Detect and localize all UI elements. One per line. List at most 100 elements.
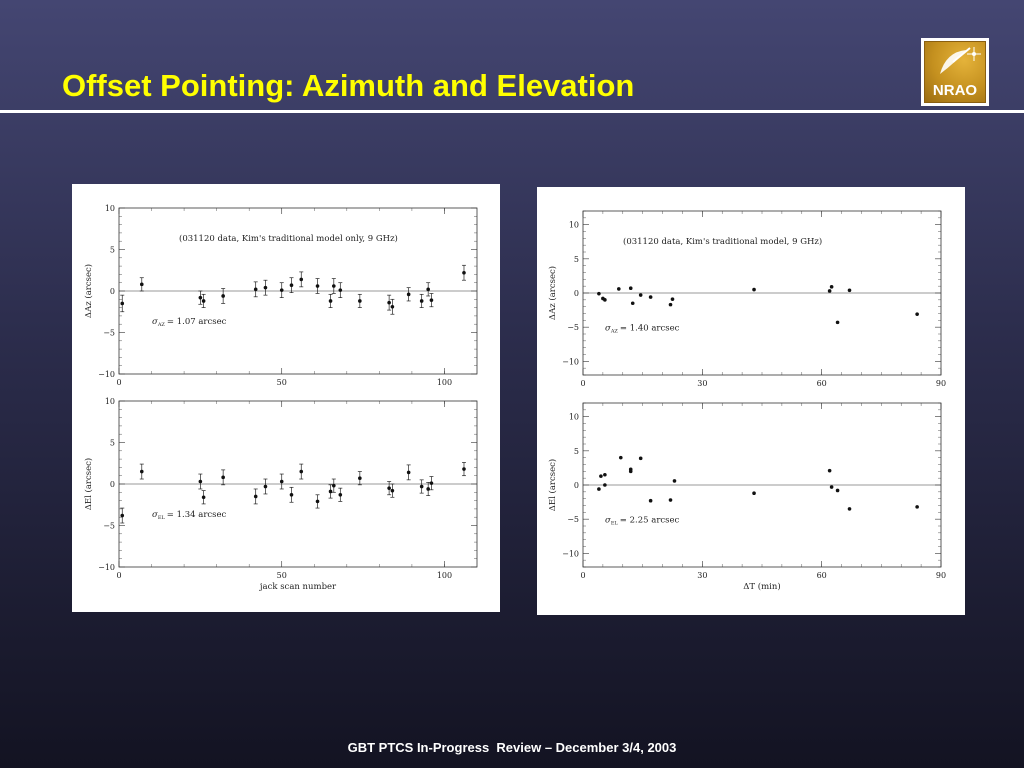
- data-point: [253, 287, 258, 292]
- data-point: [358, 299, 362, 303]
- logo-text: NRAO: [932, 82, 978, 99]
- data-point: [201, 495, 206, 500]
- y-tick-label: −10: [98, 370, 115, 379]
- data-point: [847, 507, 852, 511]
- x-tick-label: 100: [437, 571, 452, 580]
- data-point: [419, 484, 424, 489]
- x-tick-label: 30: [697, 571, 707, 580]
- x-tick-label: 100: [437, 378, 452, 387]
- y-tick-label: −10: [562, 357, 579, 366]
- y-tick-label: −5: [103, 329, 115, 338]
- y-tick-label: 5: [110, 439, 115, 448]
- data-point: [829, 285, 834, 289]
- data-point: [299, 469, 304, 474]
- data-point: [829, 485, 834, 489]
- y-axis-label: ΔEl (arcsec): [83, 458, 94, 510]
- slide-footer: GBT PTCS In-Progress Review – December 3…: [347, 740, 677, 755]
- data-point: [120, 301, 125, 306]
- plot-title: (031120 data, Kim's traditional model on…: [179, 233, 398, 244]
- y-tick-label: 0: [574, 289, 579, 298]
- data-point: [332, 483, 336, 488]
- logo-emblem: NRAO: [924, 41, 986, 103]
- y-tick-label: 10: [105, 397, 115, 406]
- right-figure-panel: 10 5 0 −5 −10 0 30 60 90 ΔAz (arcsec) (031120 data…: [537, 187, 965, 615]
- data-point: [390, 488, 395, 493]
- left-figure-panel: 10 5 0 −5 −10 0 50 100 ΔAz (arcsec) (031120 data,…: [72, 184, 500, 612]
- y-tick-label: 10: [105, 204, 115, 213]
- data-point: [668, 498, 673, 502]
- y-tick-label: 10: [569, 221, 579, 230]
- data-point: [358, 476, 362, 480]
- x-tick-label: 0: [116, 571, 121, 580]
- data-point: [289, 283, 294, 287]
- y-tick-label: 0: [574, 481, 579, 490]
- data-point: [847, 288, 852, 293]
- data-point: [429, 481, 434, 485]
- x-axis-label: jack scan number: [259, 582, 337, 592]
- x-tick-label: 30: [697, 379, 707, 388]
- data-point: [628, 467, 633, 472]
- data-point: [670, 297, 675, 301]
- data-point: [426, 287, 430, 292]
- data-point: [221, 475, 225, 480]
- radio-telescope-icon: [940, 47, 981, 74]
- x-axis-label: ΔT (min): [743, 581, 780, 592]
- data-point: [827, 468, 832, 473]
- data-point: [328, 489, 333, 494]
- slide-title: Offset Pointing: Azimuth and Elevation: [62, 68, 635, 103]
- sigma-annotation: σAZ = 1.07 arcsec: [152, 317, 227, 328]
- data-point: [426, 487, 430, 491]
- x-tick-label: 0: [580, 571, 585, 580]
- y-tick-label: −5: [567, 323, 579, 332]
- data-point: [668, 302, 673, 307]
- data-point: [198, 479, 203, 484]
- title-divider: [0, 110, 1024, 113]
- data-point: [338, 492, 343, 497]
- data-point: [315, 499, 320, 504]
- data-point: [201, 299, 206, 303]
- y-tick-label: −10: [98, 563, 115, 572]
- data-point: [603, 483, 607, 487]
- data-point: [599, 474, 603, 478]
- y-tick-label: −5: [567, 515, 579, 524]
- y-tick-label: 5: [110, 246, 115, 255]
- y-tick-label: 0: [110, 287, 115, 296]
- y-tick-label: −10: [562, 549, 579, 558]
- data-point: [752, 287, 756, 292]
- data-point: [419, 299, 424, 303]
- data-point: [597, 487, 601, 491]
- data-point: [462, 467, 466, 471]
- data-point: [597, 291, 601, 296]
- data-point: [332, 284, 336, 288]
- data-point: [406, 292, 411, 297]
- data-point: [328, 299, 333, 303]
- sigma-annotation: σEL = 2.25 arcsec: [605, 516, 680, 527]
- data-point: [638, 456, 643, 461]
- data-point: [406, 470, 411, 475]
- x-tick-label: 0: [116, 378, 121, 387]
- data-point: [630, 301, 635, 306]
- data-point: [462, 270, 466, 275]
- data-point: [618, 455, 623, 460]
- y-tick-label: 5: [574, 447, 579, 456]
- data-point: [139, 469, 144, 474]
- x-tick-label: 60: [817, 379, 827, 388]
- data-point: [628, 286, 633, 291]
- x-tick-label: 50: [277, 378, 287, 387]
- x-tick-label: 60: [817, 571, 827, 580]
- data-point: [827, 289, 832, 293]
- x-tick-label: 50: [277, 571, 287, 580]
- data-point: [390, 304, 395, 309]
- data-point: [221, 294, 225, 298]
- data-point: [638, 293, 643, 297]
- right-figure-chart: 10 5 0 −5 −10 0 30 60 90 ΔAz (arcsec) (031120 data…: [547, 210, 946, 592]
- nrao-logo: NRAO: [921, 38, 989, 106]
- data-point: [263, 285, 268, 290]
- plot-title: (031120 data, Kim's traditional model, 9…: [623, 236, 822, 247]
- sigma-annotation: σEL = 1.34 arcsec: [152, 510, 227, 521]
- data-point: [279, 288, 284, 292]
- data-point: [672, 479, 677, 483]
- sigma-annotation: σAZ = 1.40 arcsec: [605, 324, 680, 335]
- data-point: [915, 505, 919, 509]
